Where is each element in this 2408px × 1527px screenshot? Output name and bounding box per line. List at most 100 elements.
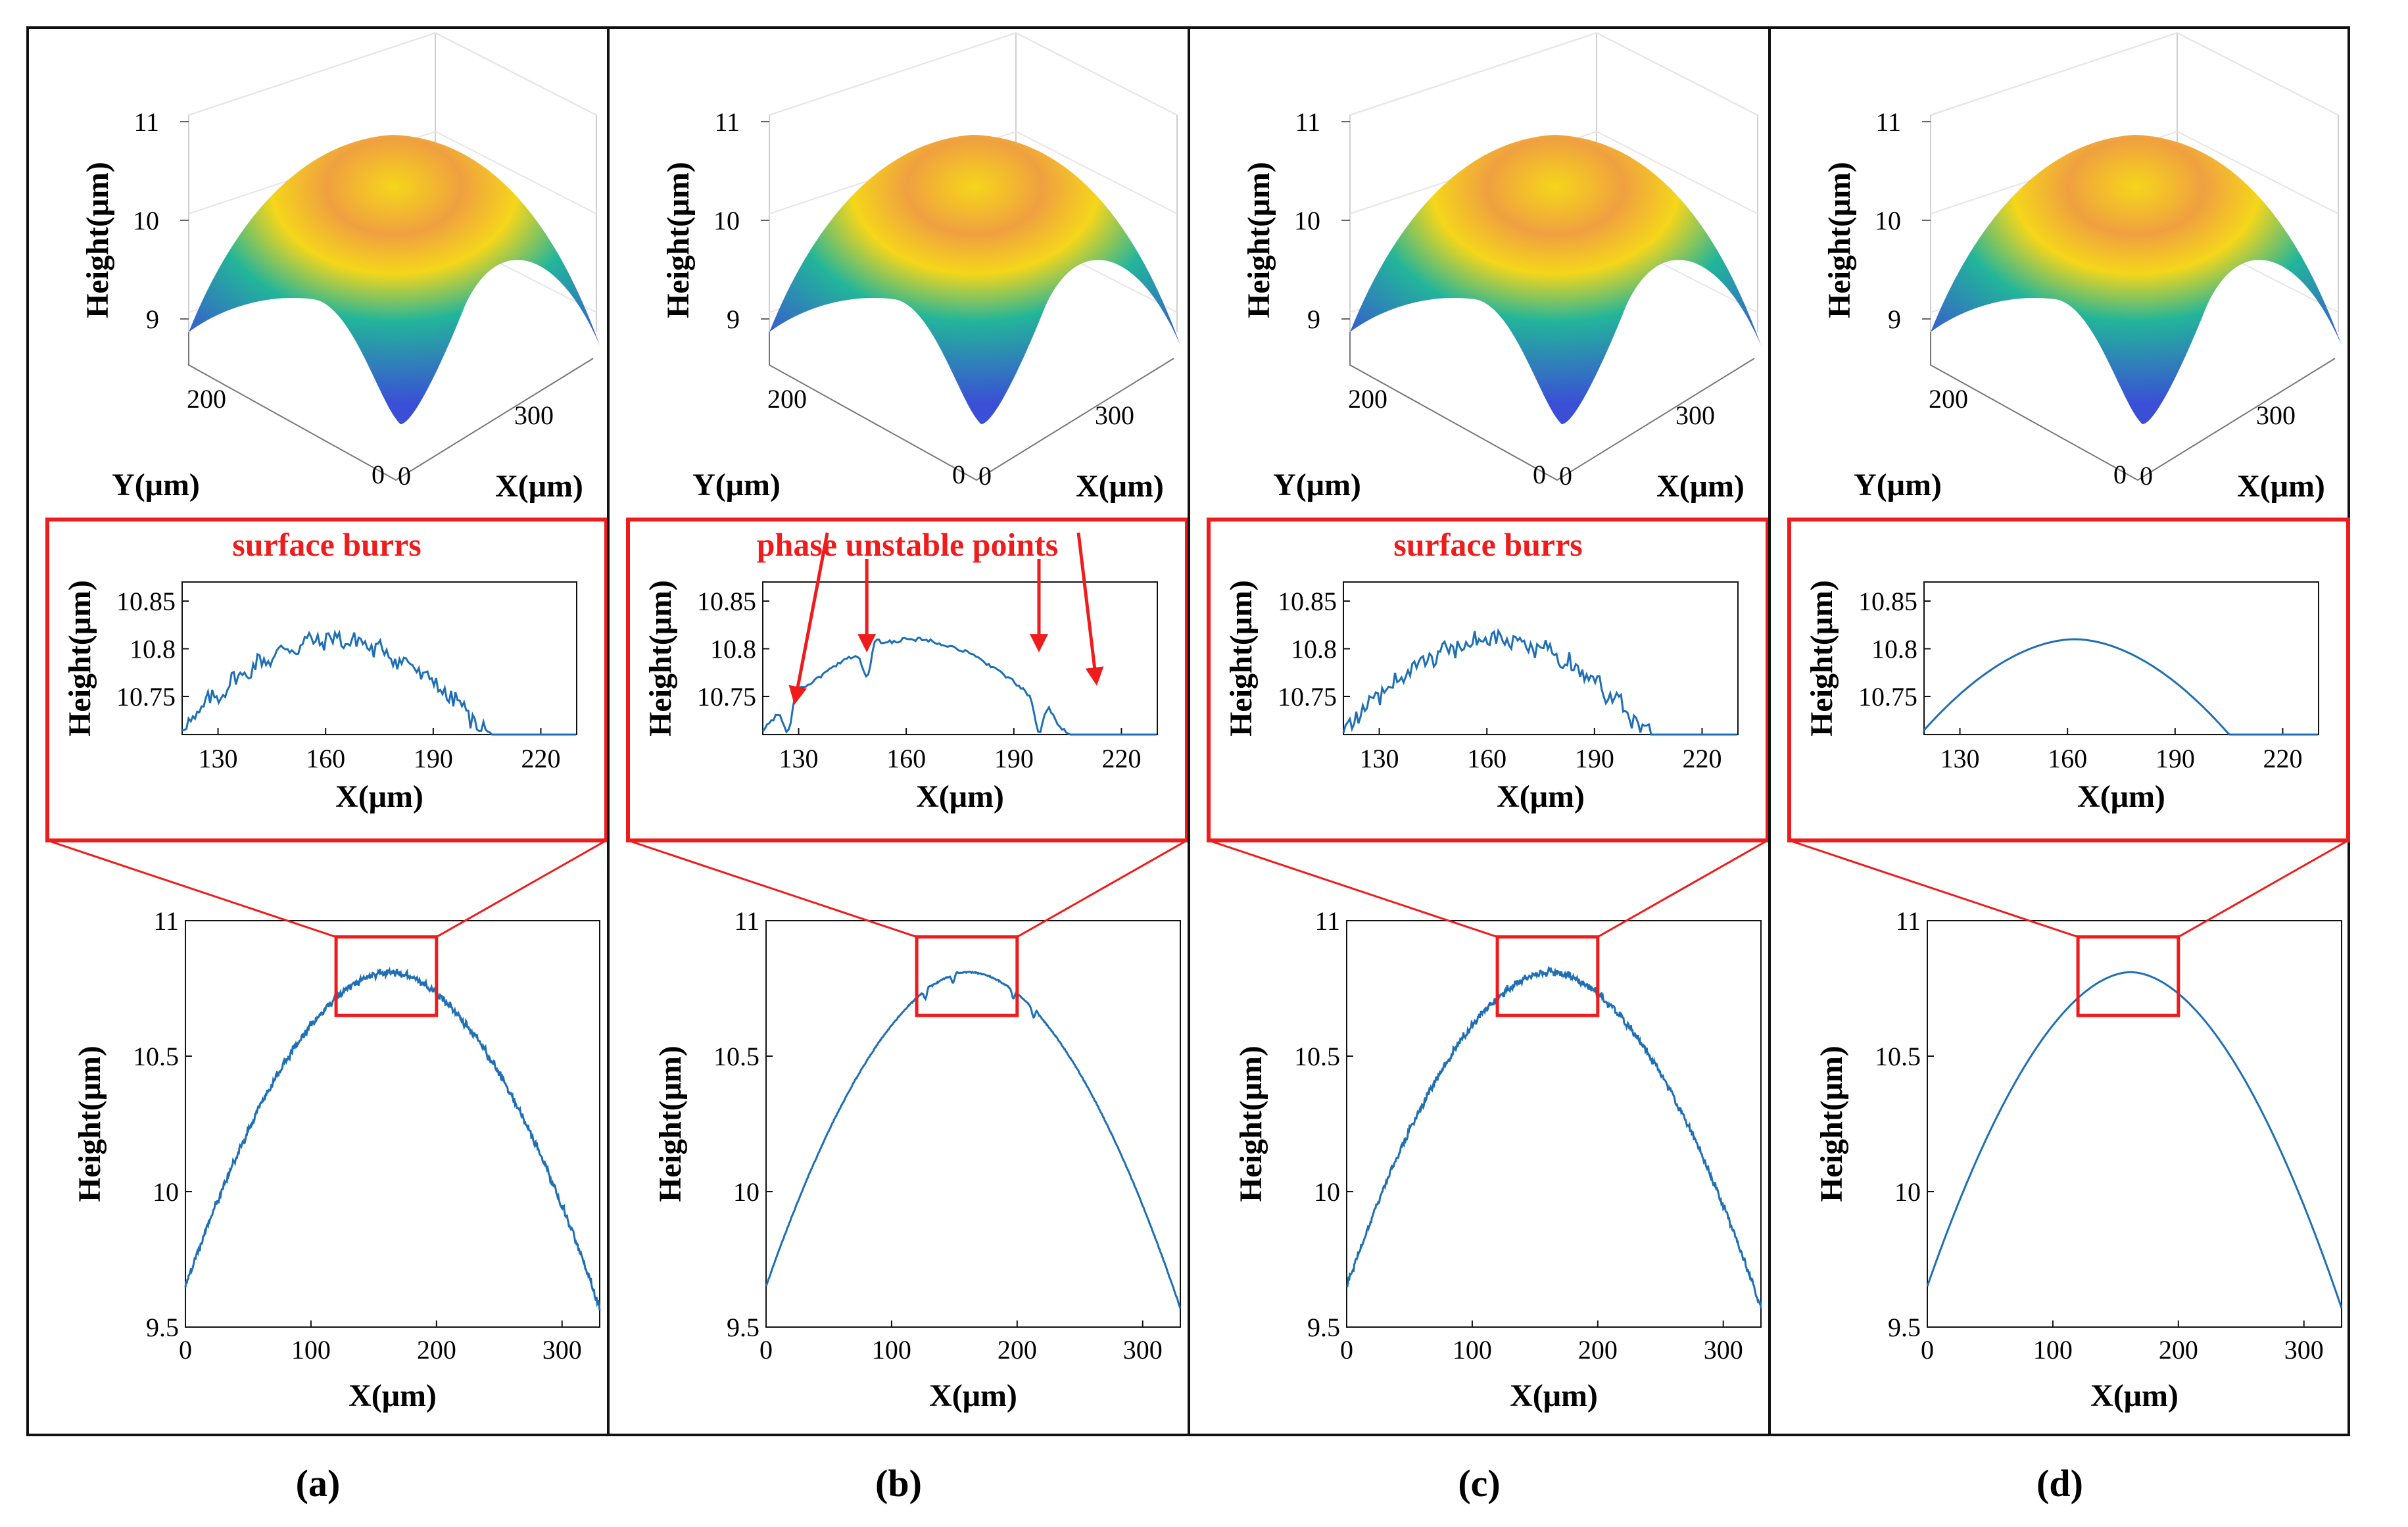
profile-y-axis-label: Height(μm) — [653, 1046, 688, 1202]
y-zero-label: 0 — [952, 460, 965, 489]
profile-x-tick-label: 200 — [1578, 1335, 1618, 1365]
profile-axes — [1346, 920, 1762, 1328]
panel-label: (a) — [296, 1462, 341, 1505]
zoom-series-line — [181, 629, 576, 736]
profile-y-tick-label: 10 — [1314, 1177, 1340, 1207]
zoom-x-tick-label: 160 — [1467, 744, 1506, 773]
profile-x-tick-label: 300 — [2284, 1335, 2324, 1365]
y-zero-label: 0 — [2113, 460, 2127, 489]
zoom-y-axis-label: Height(μm) — [1224, 580, 1259, 737]
surface-axes — [1349, 332, 1755, 481]
profile-y-tick-label: 11 — [734, 906, 759, 936]
zoom-y-tick-label: 10.75 — [697, 682, 756, 712]
surface-gridline — [1349, 130, 1758, 214]
z-tick-label: 9 — [1888, 304, 1901, 334]
profile-series-line — [184, 967, 601, 1311]
zoom-y-tick-label: 10.8 — [710, 635, 756, 664]
zoom-annotation: surface burrs — [232, 526, 421, 563]
zoom-y-tick-label: 10.85 — [116, 587, 176, 616]
zoom-connector-left — [627, 839, 917, 938]
panel-label: (b) — [875, 1462, 922, 1505]
y-tick-label: 200 — [1929, 384, 1968, 414]
profile-y-tick-label: 11 — [1895, 906, 1921, 936]
z-tick-label: 9 — [727, 304, 740, 334]
zoom-x-tick-label: 130 — [1360, 744, 1399, 773]
phase-arrow — [788, 532, 829, 705]
profile-series-line — [1926, 971, 2343, 1309]
zoom-x-tick-label: 220 — [1101, 744, 1141, 773]
profile-y-axis-label: Height(μm) — [1234, 1046, 1268, 1202]
zoom-axes — [181, 581, 577, 735]
zoom-region-box — [2076, 935, 2180, 1017]
zoom-y-axis-label: Height(μm) — [643, 580, 678, 737]
z-tick-label: 9 — [1307, 304, 1320, 334]
zoom-x-tick-label: 220 — [521, 744, 560, 773]
z-tick-label: 11 — [1295, 107, 1320, 137]
zoom-frame — [1207, 518, 1770, 842]
surface-gridline — [769, 130, 1178, 214]
zoom-y-tick-label: 10.8 — [1871, 635, 1917, 664]
zoom-y-axis-label: Height(μm) — [62, 580, 97, 737]
zoom-frame — [45, 518, 608, 842]
surface-axes — [1930, 332, 2336, 481]
z-axis-label: Height(μm) — [661, 162, 696, 318]
zoom-frame — [626, 518, 1189, 842]
z-tick-label: 10 — [133, 206, 159, 235]
zoom-x-tick-label: 160 — [886, 744, 926, 773]
zoom-y-tick-label: 10.85 — [697, 587, 756, 616]
zoom-axes — [1923, 581, 2319, 735]
surface-gridline — [1930, 130, 2339, 214]
z-axis-label: Height(μm) — [1241, 162, 1276, 318]
profile-x-tick-label: 0 — [1340, 1335, 1353, 1365]
profile-plot: 0 100 200 300 9.5 10 10.5 11 X(μm) Height(μm) — [627, 839, 1188, 1413]
profile-y-tick-label: 10.5 — [1875, 1042, 1921, 1071]
surface-gridline — [188, 32, 597, 116]
zoom-y-tick-label: 10.8 — [1291, 635, 1337, 664]
zoom-x-axis-label: X(μm) — [1497, 779, 1585, 814]
zoom-x-tick-label: 220 — [1682, 744, 1722, 773]
panel-label: (c) — [1458, 1462, 1500, 1505]
profile-series-line — [765, 970, 1182, 1309]
profile-x-tick-label: 300 — [1704, 1335, 1743, 1365]
surface-mesh — [769, 135, 1180, 424]
zoom-x-tick-label: 220 — [2263, 744, 2302, 773]
zoom-x-axis-label: X(μm) — [916, 779, 1004, 814]
profile-axes — [1927, 920, 2342, 1328]
zoom-inset: surface burrs 130 160 190 220 10.75 10.8 10.85 X… — [1207, 518, 1770, 842]
profile-y-axis-label: Height(μm) — [72, 1046, 107, 1202]
profile-series-line — [1346, 965, 1762, 1309]
profile-y-tick-label: 10.5 — [713, 1042, 759, 1071]
phase-arrow — [1076, 532, 1104, 686]
zoom-x-axis-label: X(μm) — [2077, 779, 2165, 814]
profile-x-tick-label: 100 — [291, 1335, 331, 1365]
zoom-x-tick-label: 130 — [1940, 744, 1980, 773]
zoom-axes — [1343, 581, 1739, 735]
profile-y-tick-label: 9.5 — [146, 1313, 179, 1342]
z-axis-label: Height(μm) — [1822, 162, 1857, 318]
y-zero-label: 0 — [1533, 460, 1546, 489]
zoom-x-tick-label: 160 — [2048, 744, 2087, 773]
surface-axes — [188, 332, 594, 481]
profile-x-axis-label: X(μm) — [1510, 1378, 1598, 1413]
profile-x-tick-label: 100 — [1453, 1335, 1492, 1365]
surface-plot: 11 10 9 Height(μm) 200 0 0 300 Y(μm) X(μm) — [1822, 32, 2342, 504]
surface-gridline — [1349, 32, 1758, 116]
x-zero-label: 0 — [2140, 461, 2153, 491]
zoom-annotation: surface burrs — [1393, 526, 1582, 563]
profile-x-tick-label: 0 — [1921, 1335, 1934, 1365]
profile-y-tick-label: 11 — [1314, 906, 1340, 936]
profile-y-tick-label: 10 — [733, 1177, 759, 1207]
z-tick-label: 9 — [146, 304, 159, 334]
y-tick-label: 200 — [187, 384, 226, 414]
profile-x-tick-label: 300 — [1123, 1335, 1163, 1365]
panel-label: (d) — [2036, 1462, 2083, 1505]
profile-y-tick-label: 9.5 — [727, 1313, 759, 1342]
profile-y-tick-label: 9.5 — [1307, 1313, 1340, 1342]
zoom-connector-right — [2178, 839, 2349, 938]
zoom-series-line — [1923, 638, 2318, 736]
surface-mesh — [1931, 135, 2342, 424]
